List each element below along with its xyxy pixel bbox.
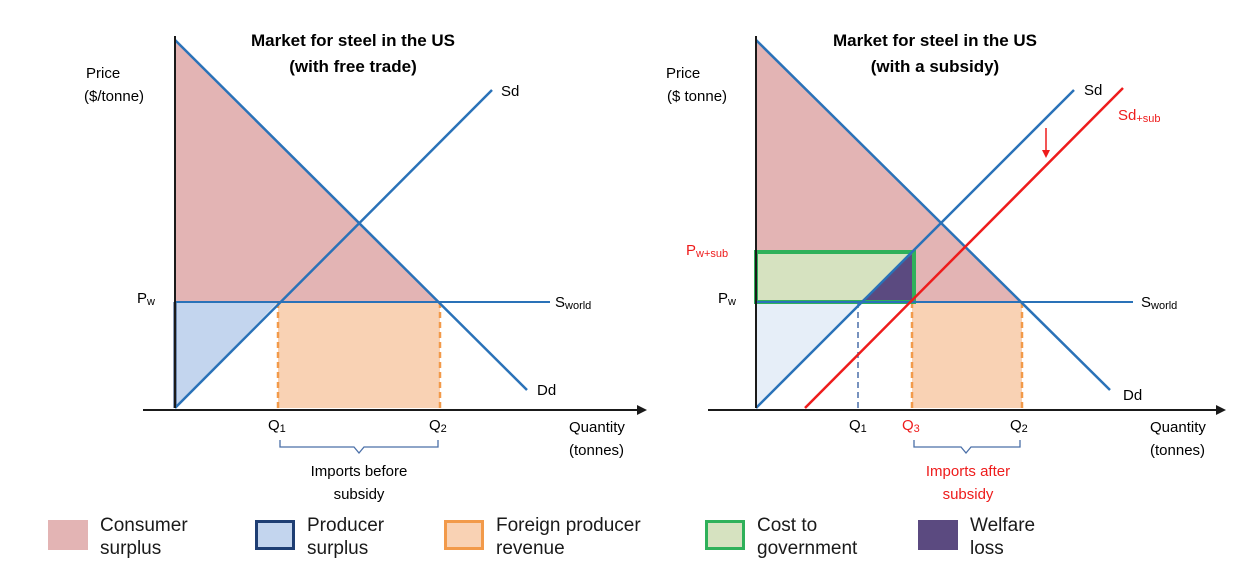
right-title-line2: (with a subsidy): [871, 57, 999, 76]
left-supply-label: Sd: [501, 83, 519, 100]
right-pwsub-label: Pw+sub: [686, 242, 728, 260]
left-brace-label-2: subsidy: [334, 486, 385, 503]
legend-item-producer-surplus: Producer surplus: [255, 514, 497, 560]
right-demand-label: Dd: [1123, 387, 1142, 404]
legend-label-line1: Foreign producer: [496, 515, 641, 536]
legend: Consumer surplus Producer surplus Foreig…: [0, 508, 1259, 568]
legend-label-line1: Cost to: [757, 515, 818, 536]
right-imports-brace: [913, 440, 1021, 455]
right-pw-label: Pw: [718, 290, 736, 308]
legend-label-line1: Consumer: [100, 515, 188, 536]
left-x-label-2: (tonnes): [569, 442, 624, 459]
right-brace-label-2: subsidy: [943, 486, 994, 503]
legend-label-line1: Producer: [307, 515, 385, 536]
right-y-label-2: ($ tonne): [667, 88, 727, 105]
legend-swatch-government: [705, 520, 745, 550]
left-world-label: Sworld: [555, 294, 591, 312]
legend-item-consumer-surplus: Consumer surplus: [48, 514, 290, 560]
right-x-label-2: (tonnes): [1150, 442, 1205, 459]
right-q2-label: Q2: [1010, 417, 1028, 435]
legend-label-line1: Welfare: [970, 515, 1036, 536]
right-supply-label: Sd: [1084, 82, 1102, 99]
right-q3-label: Q3: [902, 417, 920, 435]
legend-swatch-consumer: [48, 520, 88, 550]
right-diagram: Market for steel in the US (with a subsi…: [666, 31, 1226, 503]
legend-item-welfare-loss: Welfare loss: [918, 514, 1160, 560]
right-foreign-revenue-area: [912, 302, 1022, 408]
right-world-label: Sworld: [1141, 294, 1177, 312]
right-demand-curve: [755, 39, 1111, 391]
legend-label-line2: loss: [970, 538, 1004, 559]
right-supply-curve: [755, 89, 1075, 409]
left-diagram: Market for steel in the US (with free tr…: [84, 31, 647, 503]
legend-swatch-producer: [255, 520, 295, 550]
legend-swatch-welfare: [918, 520, 958, 550]
left-y-label-2: ($/tonne): [84, 88, 144, 105]
right-title-line1: Market for steel in the US: [833, 31, 1037, 50]
left-foreign-revenue-area: [278, 302, 440, 408]
legend-label-line2: surplus: [100, 538, 162, 559]
left-demand-label: Dd: [537, 382, 556, 399]
right-subsidy-supply-label: Sd+sub: [1118, 107, 1161, 125]
legend-label-line2: government: [757, 538, 858, 559]
legend-item-government-cost: Cost to government: [705, 514, 947, 560]
right-q1-label: Q1: [849, 417, 867, 435]
right-y-label-1: Price: [666, 65, 700, 82]
left-brace-label-1: Imports before: [311, 463, 408, 480]
left-q1-label: Q1: [268, 417, 286, 435]
left-title-line2: (with free trade): [289, 57, 417, 76]
right-subsidy-supply-curve: [804, 87, 1124, 409]
left-imports-brace: [279, 440, 439, 455]
left-q2-label: Q2: [429, 417, 447, 435]
legend-label-line2: surplus: [307, 538, 369, 559]
left-y-label-1: Price: [86, 65, 120, 82]
left-x-label-1: Quantity: [569, 419, 625, 436]
right-x-label-1: Quantity: [1150, 419, 1206, 436]
left-demand-curve: [174, 39, 528, 391]
legend-item-foreign-revenue: Foreign producer revenue: [444, 514, 686, 560]
left-supply-curve: [174, 89, 493, 409]
legend-swatch-foreign: [444, 520, 484, 550]
legend-label-line2: revenue: [496, 538, 565, 559]
right-brace-label-1: Imports after: [926, 463, 1010, 480]
left-title-line1: Market for steel in the US: [251, 31, 455, 50]
left-pw-label: Pw: [137, 290, 155, 308]
